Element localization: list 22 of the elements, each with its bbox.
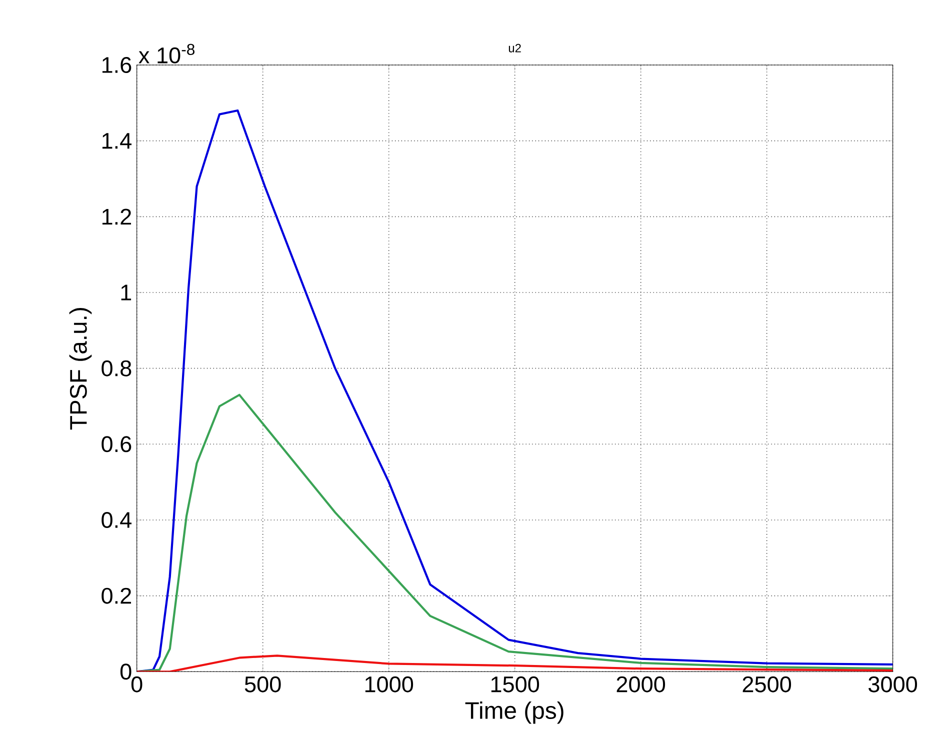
y-tick-label: 0.8 bbox=[102, 360, 132, 376]
x-tick-label: 1000 bbox=[365, 676, 414, 692]
y-tick-label: 1.4 bbox=[102, 133, 132, 149]
chart-title: u2 bbox=[508, 44, 521, 52]
y-tick-label: 1.2 bbox=[102, 208, 131, 225]
text: x 10$^{-8}$ bbox=[138, 44, 194, 64]
y-tick-label: 0.2 bbox=[102, 588, 131, 604]
line-series bbox=[136, 654, 893, 672]
line-series bbox=[136, 110, 893, 672]
x-tick-label: 500 bbox=[244, 676, 281, 692]
y-tick-label: 0.4 bbox=[102, 512, 132, 528]
y-tick-label: 1.6 bbox=[102, 57, 132, 74]
x-tick-label: 2000 bbox=[616, 676, 666, 692]
x-tick-label: 3000 bbox=[868, 676, 918, 692]
y-tick-label: 0 bbox=[120, 664, 132, 680]
y-tick-label: 0.6 bbox=[102, 436, 132, 452]
y-axis-title: TPSF (a.u.) bbox=[69, 308, 92, 430]
x-axis-title: Time (ps) bbox=[465, 702, 564, 724]
x-tick-label: 2500 bbox=[742, 676, 792, 692]
y-tick-label: 1 bbox=[121, 284, 132, 300]
x-tick-label: 0 bbox=[131, 676, 142, 692]
x-tick-label: 1500 bbox=[491, 676, 540, 692]
